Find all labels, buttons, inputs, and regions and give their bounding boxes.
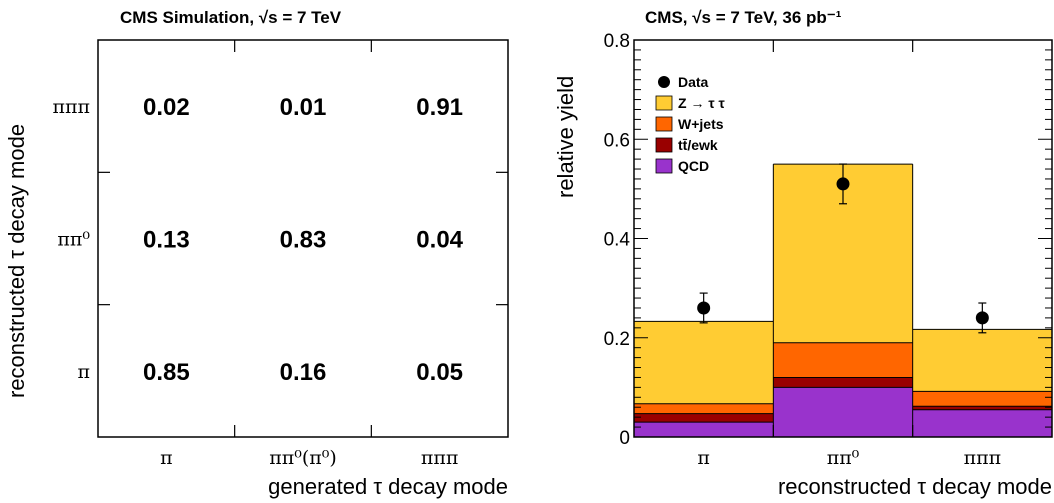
histogram-x-ticks: π ππ⁰ πππ (697, 40, 1001, 469)
histogram-data-points (697, 163, 989, 334)
matrix-cells: 0.02 0.01 0.91 0.13 0.83 0.04 0.85 0.16 0.05 (143, 94, 464, 386)
matrix-column-labels: π ππ⁰(π⁰) πππ (160, 447, 458, 469)
matrix-cell-value: 0.83 (280, 227, 327, 254)
stack-segment (773, 377, 913, 388)
legend-swatch (655, 116, 673, 132)
legend-label: Z → τ τ (678, 95, 725, 111)
stack-segment (912, 391, 1052, 407)
matrix-cell-value: 0.02 (143, 94, 190, 121)
x-tick-label: πππ (964, 447, 1001, 469)
matrix-cell-value: 0.16 (280, 359, 327, 386)
matrix-column-label: ππ⁰(π⁰) (269, 447, 337, 469)
matrix-y-axis-title: reconstructed τ decay mode (4, 124, 29, 398)
data-point (836, 177, 850, 191)
stack-segment (773, 342, 913, 378)
legend-swatch (655, 95, 673, 111)
matrix-row-label: ππ⁰ (57, 229, 90, 251)
histogram-bars (634, 163, 1052, 437)
x-tick-label: π (697, 447, 710, 469)
y-tick-label: 0.4 (604, 230, 631, 251)
legend-label: tt̄/ewk (678, 137, 718, 153)
legend-label: Data (678, 74, 709, 90)
histogram-title: CMS, √s = 7 TeV, 36 pb⁻¹ (645, 8, 842, 27)
y-tick-label: 0.8 (604, 31, 630, 52)
matrix-cell-value: 0.05 (416, 359, 463, 386)
y-tick-label: 0.6 (604, 130, 630, 151)
y-tick-label: 0.2 (604, 329, 630, 350)
matrix-cell-value: 0.91 (416, 94, 463, 121)
matrix-tick-marks (98, 40, 508, 437)
matrix-frame (97, 39, 509, 438)
legend-marker-data (658, 76, 670, 88)
stack-segment (634, 403, 774, 414)
matrix-cell-value: 0.04 (416, 227, 463, 254)
legend-swatch (655, 158, 673, 174)
histogram-y-ticks: 0 0.2 0.4 0.6 0.8 (604, 31, 1052, 449)
stack-segment (634, 321, 774, 404)
yield-histogram-panel: CMS, √s = 7 TeV, 36 pb⁻¹ 0 0.2 0.4 0.6 0.8 π… (553, 8, 1053, 499)
histogram-y-axis-title: relative yield (553, 76, 578, 198)
stack-segment (634, 422, 774, 437)
histogram-legend: Data Z → τ τ W+jets tt̄/ewk QCD (655, 74, 725, 174)
data-point (975, 311, 989, 325)
y-tick-label: 0 (619, 428, 630, 449)
matrix-row-labels: πππ ππ⁰ π (53, 96, 91, 383)
stack-segment (634, 413, 774, 423)
legend-label: QCD (678, 158, 709, 174)
stack-segment (912, 329, 1052, 392)
stack-segment (912, 406, 1052, 410)
histogram-x-axis-title: reconstructed τ decay mode (778, 474, 1052, 499)
matrix-x-axis-title: generated τ decay mode (268, 474, 508, 499)
stack-segment (912, 409, 1052, 437)
matrix-cell-value: 0.85 (143, 359, 190, 386)
matrix-title: CMS Simulation, √s = 7 TeV (120, 8, 342, 27)
matrix-column-label: π (160, 447, 173, 469)
x-tick-label: ππ⁰ (827, 447, 860, 469)
matrix-row-label: π (78, 361, 91, 383)
data-point (697, 301, 711, 315)
matrix-cell-value: 0.01 (280, 94, 327, 121)
matrix-column-label: πππ (421, 447, 458, 469)
migration-matrix-panel: CMS Simulation, √s = 7 TeV 0.02 0.01 0.910… (4, 8, 509, 499)
stack-segment (773, 387, 913, 437)
legend-label: W+jets (678, 116, 724, 132)
matrix-cell-value: 0.13 (143, 227, 190, 254)
matrix-row-label: πππ (53, 96, 90, 118)
legend-swatch (655, 137, 673, 153)
